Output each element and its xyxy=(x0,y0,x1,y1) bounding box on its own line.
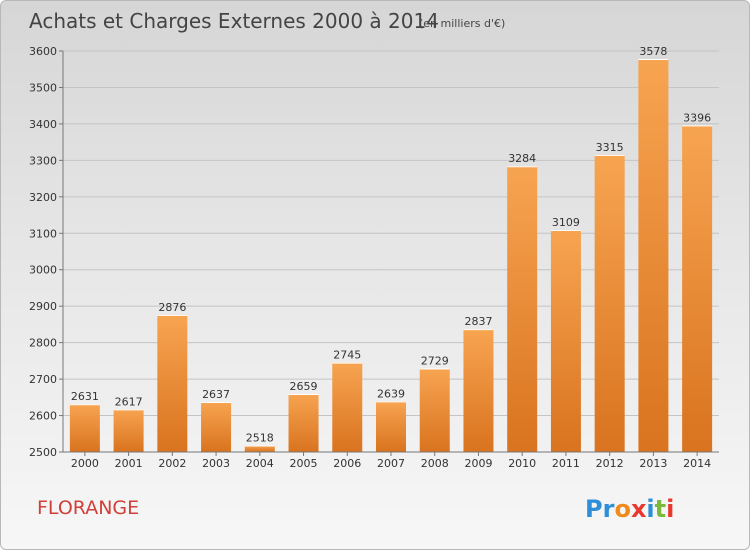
x-tick-label: 2003 xyxy=(202,457,230,470)
bar-2006 xyxy=(332,362,363,452)
city-name: FLORANGE xyxy=(37,497,139,519)
value-label: 2637 xyxy=(202,388,230,401)
value-labels: 2631 2617 2876 2637 2518 2659 2745 2639 2729 2837… xyxy=(71,45,711,444)
x-tick-label: 2002 xyxy=(158,457,186,470)
y-tick-label: 3400 xyxy=(29,118,57,131)
bar-2004 xyxy=(244,445,275,452)
bars xyxy=(69,59,713,453)
x-tick-label: 2001 xyxy=(115,457,143,470)
x-tick-label: 2013 xyxy=(639,457,667,470)
value-label: 3578 xyxy=(639,45,667,58)
logo-letter: x xyxy=(631,495,647,523)
x-axis-ticks: 2000 2001 2002 2003 2004 2005 2006 2007 2008 2009… xyxy=(71,452,711,470)
y-tick-label: 3000 xyxy=(29,264,57,277)
proxiti-logo: Proxiti xyxy=(585,495,674,523)
value-label: 3396 xyxy=(683,111,711,124)
y-tick-label: 2900 xyxy=(29,300,57,313)
x-tick-label: 2014 xyxy=(683,457,711,470)
x-tick-label: 2011 xyxy=(552,457,580,470)
y-tick-label: 2800 xyxy=(29,337,57,350)
bar-2005 xyxy=(288,394,319,452)
y-tick-label: 2500 xyxy=(29,446,57,459)
x-tick-label: 2005 xyxy=(290,457,318,470)
y-tick-label: 3500 xyxy=(29,81,57,94)
bar-2007 xyxy=(376,401,406,452)
unit-note: (en milliers d'€) xyxy=(419,17,505,30)
x-tick-label: 2007 xyxy=(377,457,405,470)
bar-2001 xyxy=(113,409,144,452)
logo-letter: P xyxy=(585,495,603,523)
bar-2009 xyxy=(463,329,494,452)
value-label: 2631 xyxy=(71,390,99,403)
x-tick-label: 2012 xyxy=(596,457,624,470)
x-tick-label: 2004 xyxy=(246,457,274,470)
value-label: 2659 xyxy=(290,380,318,393)
value-label: 3284 xyxy=(508,152,536,165)
value-label: 3109 xyxy=(552,216,580,229)
logo-letter: r xyxy=(603,495,615,523)
value-label: 2745 xyxy=(333,349,361,362)
x-tick-label: 2000 xyxy=(71,457,99,470)
x-tick-label: 2010 xyxy=(508,457,536,470)
x-tick-label: 2009 xyxy=(464,457,492,470)
bar-2013 xyxy=(638,59,669,453)
bar-2012 xyxy=(594,154,625,453)
logo-letter: i xyxy=(646,495,654,523)
bar-2008 xyxy=(419,368,450,452)
logo-letter: i xyxy=(666,495,674,523)
value-label: 2729 xyxy=(421,355,449,368)
logo-letter: o xyxy=(614,495,631,523)
bar-2000 xyxy=(69,404,100,452)
logo-letter: t xyxy=(655,495,666,523)
x-tick-label: 2006 xyxy=(333,457,361,470)
y-tick-label: 2700 xyxy=(29,373,57,386)
bar-2010 xyxy=(507,166,538,453)
value-label: 2837 xyxy=(464,315,492,328)
x-tick-label: 2008 xyxy=(421,457,449,470)
y-tick-label: 3100 xyxy=(29,227,57,240)
value-label: 3315 xyxy=(596,141,624,154)
y-tick-label: 3200 xyxy=(29,191,57,204)
value-label: 2617 xyxy=(115,395,143,408)
value-label: 2518 xyxy=(246,431,274,444)
bar-2003 xyxy=(201,402,232,452)
y-tick-label: 3300 xyxy=(29,154,57,167)
bar-2002 xyxy=(157,314,188,452)
value-label: 2876 xyxy=(158,301,186,314)
y-tick-label: 3600 xyxy=(29,45,57,58)
value-label: 2639 xyxy=(377,387,405,400)
chart-title: Achats et Charges Externes 2000 à 2014 xyxy=(29,9,439,33)
y-tick-label: 2600 xyxy=(29,410,57,423)
y-axis-ticks: 2500 2600 2700 2800 2900 3000 3100 3200 3300 3400… xyxy=(29,45,63,459)
bar-2011 xyxy=(550,229,581,452)
bar-2014 xyxy=(682,125,713,452)
